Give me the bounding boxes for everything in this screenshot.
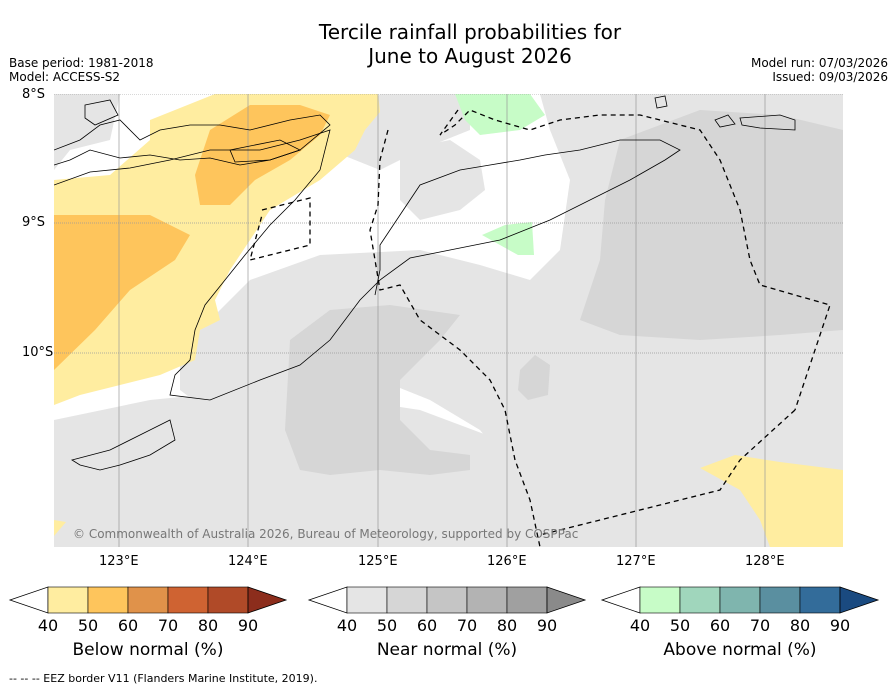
below-normal-region-40 [54, 520, 66, 536]
colorbar-below-extend-high [247, 586, 288, 614]
colorbar-tick: 60 [416, 616, 438, 635]
lon-label-128e: 128°E [745, 554, 785, 569]
above-normal-region-40 [482, 222, 534, 255]
coastlines [54, 95, 796, 471]
colorbar-near-swatch [466, 586, 508, 614]
colorbar-near-extend-low [307, 586, 348, 614]
map-area [54, 94, 843, 547]
coastline-island [229, 139, 302, 163]
colorbar-tick: 90 [829, 616, 851, 635]
colorbar-tick: 90 [536, 616, 558, 635]
meta-right: Model run: 07/03/2026 Issued: 09/03/2026 [751, 56, 888, 84]
colorbar-near-title: Near normal (%) [376, 640, 518, 660]
coastline-island [654, 95, 668, 109]
meta-left: Base period: 1981-2018 Model: ACCESS-S2 [9, 56, 154, 84]
title-line-2: June to August 2026 [368, 44, 572, 68]
near-normal-region-50 [285, 305, 470, 475]
title-line-1: Tercile rainfall probabilities for [318, 20, 622, 44]
colorbar-below-swatch [127, 586, 169, 614]
colorbar-above-swatch [799, 586, 841, 614]
colorbar-near-swatch [426, 586, 468, 614]
eez-border [539, 409, 796, 536]
near-normal-region-50 [518, 355, 550, 400]
colorbar-near-swatch [506, 586, 548, 614]
lon-label-124e: 124°E [228, 554, 268, 569]
chart-title: Tercile rainfall probabilities for June … [0, 20, 896, 68]
lon-label-123e: 123°E [99, 554, 139, 569]
colorbar-above-swatch [759, 586, 801, 614]
coastline-island [714, 114, 736, 128]
copyright-notice: © Commonwealth of Australia 2026, Bureau… [73, 527, 579, 541]
colorbar-above [600, 586, 880, 614]
colorbar-tick: 50 [376, 616, 398, 635]
lat-label-8s: 8°S [22, 87, 46, 102]
colorbar-near-swatch [386, 586, 428, 614]
colorbar-tick: 40 [336, 616, 358, 635]
eez-borders [249, 109, 831, 547]
coastline-north [54, 114, 331, 166]
below-normal-region-40 [54, 94, 380, 405]
colorbar-below-extend-low [8, 586, 49, 614]
colorbar-below-title: Below normal (%) [72, 640, 224, 660]
colorbar-tick: 70 [456, 616, 478, 635]
colorbar-tick: 80 [496, 616, 518, 635]
coastline-island [84, 99, 119, 126]
below-normal-region-50 [54, 215, 190, 370]
base-period: Base period: 1981-2018 [9, 56, 154, 70]
near-normal-region [400, 140, 485, 220]
lon-label-126e: 126°E [487, 554, 527, 569]
colorbar-near-extend-high [546, 586, 587, 614]
gridlines [54, 94, 843, 547]
colorbar-tick: 70 [157, 616, 179, 635]
colorbar-tick: 50 [77, 616, 99, 635]
colorbar-tick: 90 [237, 616, 259, 635]
colorbar-near-swatch [346, 586, 388, 614]
near-normal-region-50 [580, 110, 843, 340]
colorbar-tick: 60 [117, 616, 139, 635]
lat-label-9s: 9°S [22, 215, 46, 230]
coastline-island [739, 114, 796, 131]
colorbar-above-swatch [639, 586, 681, 614]
coastline-timor [54, 129, 681, 401]
lon-label-127e: 127°E [616, 554, 656, 569]
issued-date: Issued: 09/03/2026 [772, 70, 888, 84]
colorbar-tick: 50 [669, 616, 691, 635]
colorbar-below-swatch [167, 586, 209, 614]
colorbar-below-swatch [87, 586, 129, 614]
colorbar-above-extend-high [839, 586, 880, 614]
colorbar-tick: 80 [197, 616, 219, 635]
eez-border [249, 197, 311, 261]
colorbar-below-swatch [47, 586, 89, 614]
colorbar-tick: 40 [37, 616, 59, 635]
lat-label-10s: 10°S [22, 345, 54, 360]
colorbar-above-swatch [679, 586, 721, 614]
colorbar-tick: 80 [789, 616, 811, 635]
colorbar-above-title: Above normal (%) [663, 640, 817, 660]
colorbar-tick: 70 [749, 616, 771, 635]
above-normal-region-40 [455, 94, 545, 135]
footnote: -- -- -- EEZ border V11 (Flanders Marine… [9, 672, 318, 685]
coastline-sumba [71, 419, 176, 471]
eez-border [439, 109, 831, 411]
model-run: Model run: 07/03/2026 [750, 56, 888, 70]
colorbar-tick: 60 [709, 616, 731, 635]
colorbar-above-swatch [719, 586, 761, 614]
model-name: Model: ACCESS-S2 [9, 70, 121, 84]
colorbar-above-extend-low [600, 586, 641, 614]
colorbar-near [307, 586, 587, 614]
colorbar-tick: 40 [629, 616, 651, 635]
lon-label-125e: 125°E [358, 554, 398, 569]
colorbar-below-swatch [207, 586, 249, 614]
below-normal-region-40 [700, 455, 843, 547]
colorbar-below [8, 586, 288, 614]
below-normal-region-50 [195, 105, 330, 205]
near-normal-region [54, 94, 120, 170]
